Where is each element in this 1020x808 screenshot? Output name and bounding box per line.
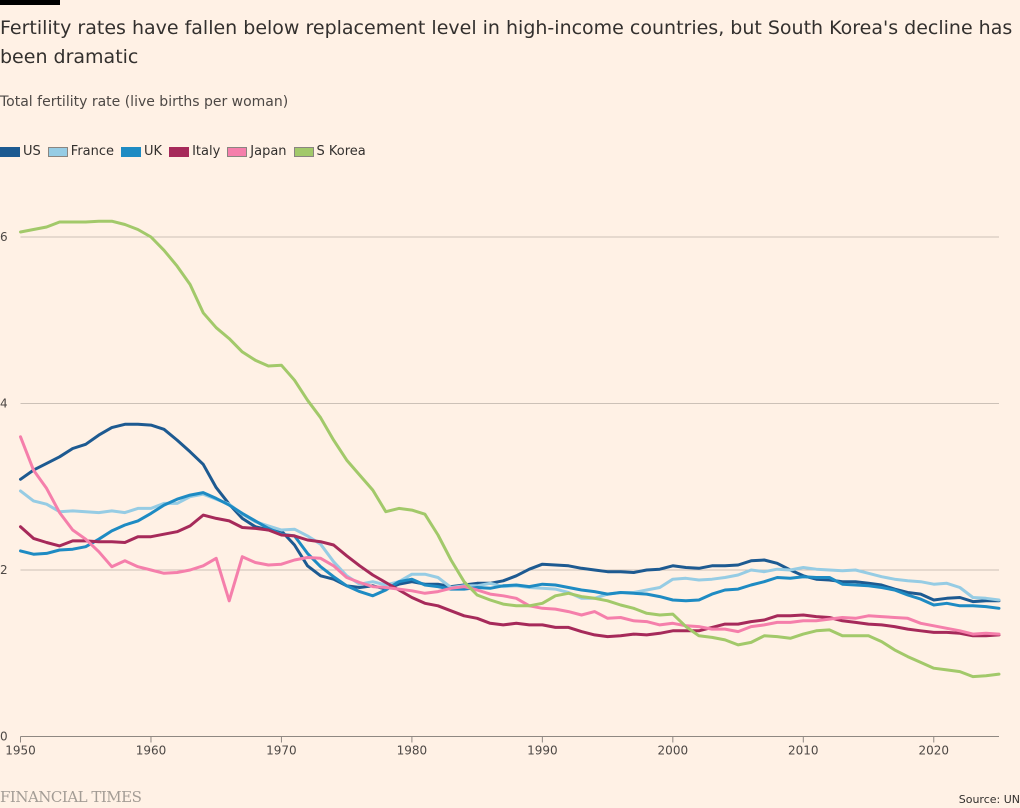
x-tick-label: 1980 bbox=[397, 744, 428, 758]
legend-swatch bbox=[227, 146, 248, 157]
x-tick-label: 2020 bbox=[918, 744, 949, 758]
brand-bar bbox=[0, 0, 60, 5]
x-tick-label: 2010 bbox=[788, 744, 819, 758]
legend-label: France bbox=[70, 144, 115, 159]
chart-title: Fertility rates have fallen below replac… bbox=[0, 17, 1013, 68]
chart-subtitle: Total fertility rate (live births per wo… bbox=[0, 94, 289, 110]
series-line-uk bbox=[19, 491, 1001, 610]
source-note: Source: UN bbox=[958, 793, 1020, 806]
x-tick-label: 1990 bbox=[527, 744, 558, 758]
legend-swatch bbox=[121, 146, 142, 157]
series-line-s-korea bbox=[19, 219, 1001, 679]
legend-item-japan: Japan bbox=[227, 144, 287, 159]
legend-item-us: US bbox=[0, 144, 41, 159]
legend-item-france: France bbox=[47, 144, 115, 159]
x-tick-label: 1970 bbox=[266, 744, 297, 758]
legend-label: US bbox=[23, 144, 41, 159]
legend-label: Japan bbox=[250, 144, 287, 159]
x-tick-label: 1960 bbox=[136, 744, 167, 758]
y-tick-label: 4 bbox=[0, 397, 8, 411]
legend-swatch bbox=[47, 146, 68, 157]
ft-logo: FINANCIAL TIMES bbox=[0, 788, 142, 806]
legend-item-italy: Italy bbox=[169, 144, 220, 159]
series-line-us bbox=[19, 422, 1001, 604]
y-tick-label: 0 bbox=[0, 730, 8, 744]
legend: US France UK Italy Japan S Korea bbox=[0, 144, 373, 159]
y-tick-label: 2 bbox=[0, 563, 8, 577]
legend-swatch bbox=[0, 146, 20, 157]
legend-label: UK bbox=[144, 144, 163, 159]
legend-item-s-korea: S Korea bbox=[293, 144, 366, 159]
legend-label: S Korea bbox=[316, 144, 366, 159]
legend-swatch bbox=[293, 146, 314, 157]
legend-item-uk: UK bbox=[121, 144, 162, 159]
legend-label: Italy bbox=[192, 144, 221, 159]
x-tick-label: 1950 bbox=[5, 744, 36, 758]
y-tick-label: 6 bbox=[0, 230, 8, 244]
legend-swatch bbox=[169, 146, 190, 157]
series-line-japan bbox=[19, 435, 1001, 636]
x-tick-label: 2000 bbox=[658, 744, 689, 758]
